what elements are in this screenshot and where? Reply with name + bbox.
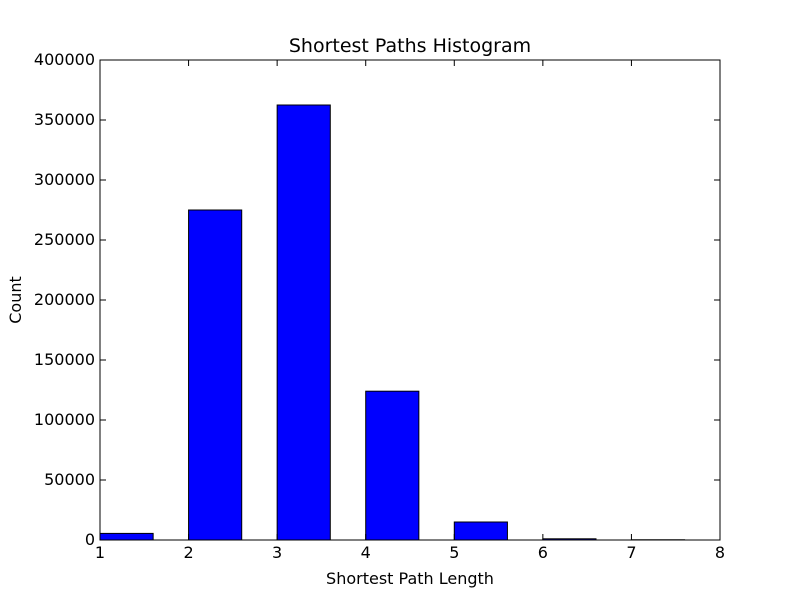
bar-4 [365,390,420,541]
x-tick-label: 5 [449,543,459,562]
y-tick-label: 150000 [34,350,95,369]
x-tick-label: 1 [95,543,105,562]
bars-layer [99,104,686,541]
x-tick-label: 7 [626,543,636,562]
x-tick-label: 6 [538,543,548,562]
x-tick-label: 2 [183,543,193,562]
bar-5 [453,521,508,541]
bar-2 [188,209,243,541]
x-tick-label: 4 [361,543,371,562]
labels-layer: 1 2 3 4 5 6 7 8 0 50000 100000 150000 200000 250000 30… [34,50,725,562]
bar-1 [99,532,154,541]
y-tick-label: 400000 [34,50,95,69]
bar-3 [276,104,331,541]
x-tick-label: 8 [715,543,725,562]
y-tick-label: 300000 [34,170,95,189]
chart-title: Shortest Paths Histogram [289,35,531,57]
x-axis-label: Shortest Path Length [326,569,494,588]
y-tick-label: 250000 [34,230,95,249]
y-tick-label: 100000 [34,410,95,429]
y-tick-label: 200000 [34,290,95,309]
y-axis-label: Count [6,276,25,324]
ticks-layer [99,59,721,541]
x-tick-label: 3 [272,543,282,562]
y-tick-label: 350000 [34,110,95,129]
y-tick-label: 0 [85,530,95,549]
y-tick-label: 50000 [44,470,95,489]
